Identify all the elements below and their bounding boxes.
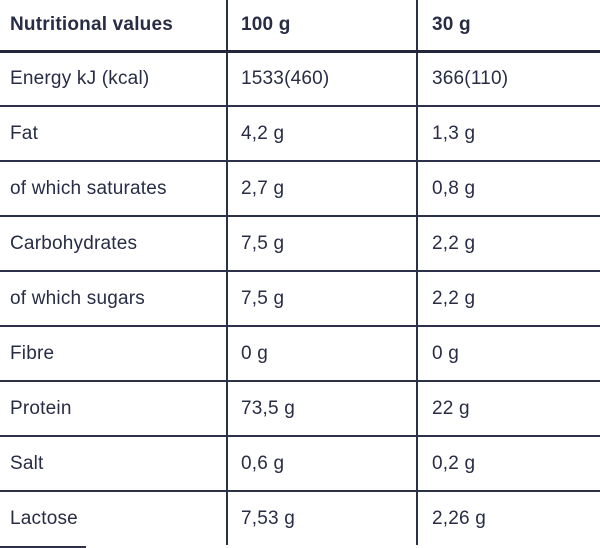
table-row: of which saturates 2,7 g 0,8 g bbox=[0, 161, 600, 217]
table-body: Energy kJ (kcal) 1533(460) 366(110) Fat … bbox=[0, 51, 600, 545]
row-value-30g-cell: 0 g bbox=[417, 326, 600, 382]
row-value-100g-cell: 0,6 g bbox=[227, 436, 418, 492]
row-value-30g-cell: 366(110) bbox=[417, 51, 600, 107]
row-label-cell: Salt bbox=[0, 436, 228, 492]
row-value-30g-cell: 0,8 g bbox=[417, 161, 600, 217]
row-value-30g-cell: 1,3 g bbox=[417, 106, 600, 162]
table-row: Energy kJ (kcal) 1533(460) 366(110) bbox=[0, 51, 600, 107]
row-label-cell: Fat bbox=[0, 106, 228, 162]
table-row: Fibre 0 g 0 g bbox=[0, 326, 600, 382]
cropped-bottom-border-fragment bbox=[0, 546, 86, 548]
row-value-100g-cell: 7,53 g bbox=[227, 491, 418, 545]
row-value-100g-cell: 7,5 g bbox=[227, 271, 418, 327]
row-label-cell: Protein bbox=[0, 381, 228, 437]
header-cell-nutritional-values: Nutritional values bbox=[0, 0, 228, 53]
table-row: of which sugars 7,5 g 2,2 g bbox=[0, 271, 600, 327]
table-row: Protein 73,5 g 22 g bbox=[0, 381, 600, 437]
header-row: Nutritional values 100 g 30 g bbox=[0, 0, 600, 53]
header-cell-30g: 30 g bbox=[417, 0, 600, 53]
row-label-cell: Carbohydrates bbox=[0, 216, 228, 272]
row-value-30g-cell: 2,2 g bbox=[417, 271, 600, 327]
row-value-100g-cell: 2,7 g bbox=[227, 161, 418, 217]
row-value-30g-cell: 22 g bbox=[417, 381, 600, 437]
table-row: Salt 0,6 g 0,2 g bbox=[0, 436, 600, 492]
table-header: Nutritional values 100 g 30 g bbox=[0, 0, 600, 53]
table-row: Fat 4,2 g 1,3 g bbox=[0, 106, 600, 162]
table-row: Carbohydrates 7,5 g 2,2 g bbox=[0, 216, 600, 272]
row-label-cell: Fibre bbox=[0, 326, 228, 382]
row-label-cell: Lactose bbox=[0, 491, 228, 545]
row-value-30g-cell: 0,2 g bbox=[417, 436, 600, 492]
row-label-cell: of which sugars bbox=[0, 271, 228, 327]
table-row: Lactose 7,53 g 2,26 g bbox=[0, 491, 600, 545]
row-label-cell: of which saturates bbox=[0, 161, 228, 217]
row-value-30g-cell: 2,26 g bbox=[432, 507, 487, 529]
row-label-cell: Energy kJ (kcal) bbox=[0, 51, 228, 107]
row-value-100g-cell: 1533(460) bbox=[227, 51, 418, 107]
row-value-30g-cell: 2,2 g bbox=[417, 216, 600, 272]
header-cell-100g: 100 g bbox=[227, 0, 418, 53]
row-value-100g-cell: 7,5 g bbox=[227, 216, 418, 272]
row-value-100g-cell: 4,2 g bbox=[227, 106, 418, 162]
row-value-100g-cell: 73,5 g bbox=[227, 381, 418, 437]
row-value-100g-cell: 0 g bbox=[227, 326, 418, 382]
